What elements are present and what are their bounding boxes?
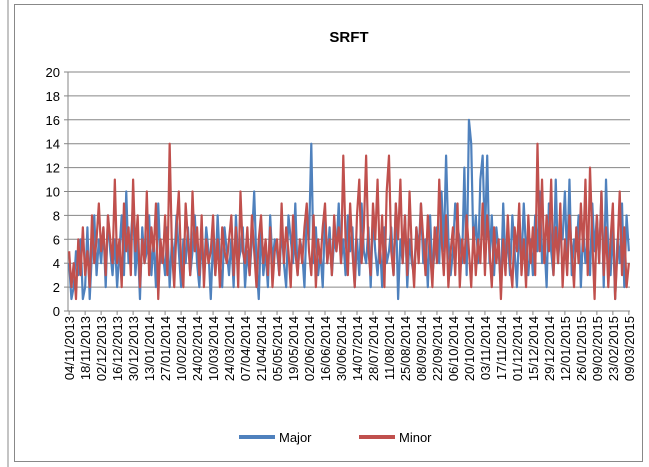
x-tick-label: 14/07/2014: [350, 316, 365, 381]
y-tick-label: 6: [53, 232, 60, 247]
x-tick-label: 26/01/2015: [574, 316, 589, 381]
x-tick-label: 04/11/2013: [62, 316, 77, 380]
x-tick-label: 30/06/2014: [334, 316, 349, 381]
y-tick-label: 2: [53, 280, 60, 295]
legend-label: Minor: [399, 430, 432, 445]
x-tick-label: 16/06/2014: [318, 316, 333, 381]
x-tick-label: 24/03/2014: [222, 316, 237, 381]
x-tick-label: 28/07/2014: [366, 316, 381, 381]
x-tick-label: 05/05/2014: [270, 316, 285, 381]
x-tick-label: 24/02/2014: [190, 316, 205, 381]
y-tick-label: 18: [46, 89, 60, 104]
x-tick-label: 10/03/2014: [206, 316, 221, 381]
x-tick-label: 20/10/2014: [462, 316, 477, 381]
x-tick-label: 16/12/2013: [110, 316, 125, 381]
y-tick-label: 12: [46, 161, 60, 176]
x-tick-label: 27/01/2014: [158, 316, 173, 381]
chart-title: SRFT: [329, 29, 368, 46]
x-tick-label: 02/06/2014: [302, 316, 317, 381]
x-tick-label: 11/08/2014: [382, 316, 397, 380]
x-tick-label: 03/11/2014: [478, 316, 493, 380]
x-tick-label: 15/12/2014: [526, 316, 541, 381]
x-tick-label: 19/05/2014: [286, 316, 301, 381]
x-tick-label: 25/08/2014: [398, 316, 413, 381]
x-tick-label: 07/04/2014: [238, 316, 253, 381]
x-tick-label: 06/10/2014: [446, 316, 461, 381]
y-tick-label: 16: [46, 113, 60, 128]
x-tick-label: 09/03/2015: [622, 316, 637, 381]
x-tick-label: 08/09/2014: [414, 316, 429, 381]
y-tick-label: 20: [46, 65, 60, 80]
x-tick-label: 02/12/2013: [94, 316, 109, 381]
x-tick-label: 23/02/2015: [606, 316, 621, 381]
x-tick-label: 22/09/2014: [430, 316, 445, 381]
x-tick-label: 13/01/2014: [142, 316, 157, 381]
legend-label: Major: [279, 430, 312, 445]
series-line: [68, 142, 630, 301]
x-tick-label: 17/11/2014: [494, 316, 509, 380]
x-tick-label: 10/02/2014: [174, 316, 189, 381]
y-tick-label: 0: [53, 304, 60, 319]
x-tick-label: 01/12/2014: [510, 316, 525, 381]
y-tick-label: 8: [53, 208, 60, 223]
x-tick-label: 09/02/2015: [590, 316, 605, 381]
x-tick-label: 12/01/2015: [558, 316, 573, 381]
x-tick-label: 30/12/2013: [126, 316, 141, 381]
y-tick-label: 14: [46, 137, 60, 152]
x-tick-label: 21/04/2014: [254, 316, 269, 381]
x-tick-label: 18/11/2013: [78, 316, 93, 380]
x-tick-label: 29/12/2014: [542, 316, 557, 381]
y-tick-label: 10: [46, 185, 60, 200]
y-tick-label: 4: [53, 256, 60, 271]
